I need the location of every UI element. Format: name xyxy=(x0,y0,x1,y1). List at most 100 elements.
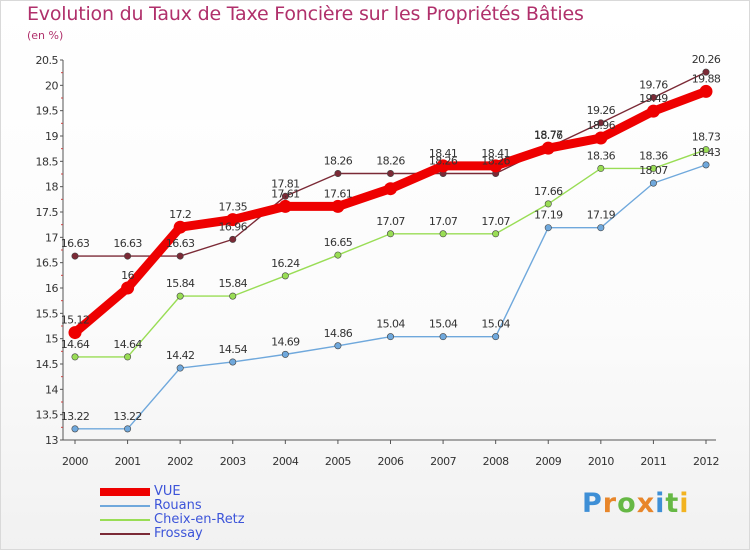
data-point-rouans xyxy=(544,224,552,232)
data-point-rouans xyxy=(649,179,657,187)
data-label-rouans: 15.04 xyxy=(429,318,458,331)
series-line-rouans xyxy=(74,164,707,430)
y-tick-label: 17 xyxy=(45,231,58,244)
y-tick-label: 13 xyxy=(45,434,58,447)
data-label-rouans: 17.19 xyxy=(534,209,563,222)
data-point-vue xyxy=(541,141,555,155)
data-point-vue xyxy=(226,213,240,227)
data-label-rouans: 14.54 xyxy=(219,343,248,356)
data-label-rouans: 18.43 xyxy=(692,146,721,159)
legend-swatch-vue xyxy=(100,488,150,496)
data-point-rouans xyxy=(334,342,342,350)
data-point-vue xyxy=(594,131,608,145)
data-point-frossay xyxy=(71,252,79,260)
data-point-vue xyxy=(384,182,397,196)
data-label-vue: 17.35 xyxy=(219,201,248,214)
x-tick-label: 2005 xyxy=(325,455,351,468)
logo-letter: i xyxy=(679,488,690,519)
data-point-frossay xyxy=(597,119,605,127)
data-point-rouans xyxy=(439,333,447,341)
y-tick-label: 14 xyxy=(45,383,58,396)
data-label-rouans: 13.22 xyxy=(113,410,142,423)
data-label-vue: 17.2 xyxy=(169,208,191,221)
data-label-frossay: 18.26 xyxy=(429,154,458,167)
data-label-cheix-en-retz: 14.64 xyxy=(61,338,90,351)
data-point-cheix-en-retz xyxy=(176,292,184,300)
data-point-frossay xyxy=(124,252,132,260)
data-label-frossay: 19.26 xyxy=(587,104,616,117)
y-tick-label: 14.5 xyxy=(36,358,59,371)
x-tick-label: 2008 xyxy=(483,455,509,468)
logo-letter: r xyxy=(602,488,618,519)
data-label-cheix-en-retz: 17.07 xyxy=(376,215,405,228)
y-tick-label: 15 xyxy=(45,333,58,346)
data-label-frossay: 16.63 xyxy=(61,237,90,250)
data-point-rouans xyxy=(386,333,394,341)
x-tick-label: 2009 xyxy=(535,455,561,468)
y-tick-label: 19.5 xyxy=(36,105,59,118)
data-label-rouans: 17.19 xyxy=(587,209,616,222)
data-label-rouans: 15.04 xyxy=(376,318,405,331)
y-tick-label: 18.5 xyxy=(36,155,59,168)
data-label-cheix-en-retz: 14.64 xyxy=(113,338,142,351)
x-tick-label: 2006 xyxy=(378,455,404,468)
data-point-rouans xyxy=(281,350,289,358)
data-point-frossay xyxy=(386,169,394,177)
data-label-rouans: 14.86 xyxy=(324,327,353,340)
data-point-vue xyxy=(68,326,82,340)
data-point-vue xyxy=(331,199,345,213)
x-tick-label: 2011 xyxy=(640,455,666,468)
data-point-cheix-en-retz xyxy=(702,146,710,154)
data-point-cheix-en-retz xyxy=(386,230,394,238)
data-point-cheix-en-retz xyxy=(71,353,79,361)
x-tick-label: 2012 xyxy=(693,455,719,468)
x-tick-label: 2002 xyxy=(167,455,193,468)
data-point-rouans xyxy=(597,224,605,232)
data-label-frossay: 17.81 xyxy=(271,177,300,190)
x-tick-label: 2003 xyxy=(220,455,246,468)
legend-swatch-rouans xyxy=(100,505,150,507)
data-label-cheix-en-retz: 18.36 xyxy=(587,149,616,162)
data-point-rouans xyxy=(702,161,710,169)
data-point-vue xyxy=(436,159,450,173)
y-tick-label: 17.5 xyxy=(36,206,59,219)
data-point-vue xyxy=(121,281,135,295)
data-label-frossay: 20.26 xyxy=(692,53,721,66)
data-point-cheix-en-retz xyxy=(597,164,605,172)
data-label-cheix-en-retz: 16.65 xyxy=(324,236,353,249)
data-point-rouans xyxy=(229,358,237,366)
data-label-cheix-en-retz: 18.73 xyxy=(692,131,721,144)
y-tick-label: 20 xyxy=(45,79,58,92)
proxiti-logo: Proxiti xyxy=(582,488,690,519)
x-tick-label: 2001 xyxy=(115,455,141,468)
data-label-vue: 19.49 xyxy=(639,92,668,105)
y-tick-label: 18 xyxy=(45,181,58,194)
data-label-vue: 19.88 xyxy=(692,72,721,85)
data-label-frossay: 16.96 xyxy=(219,220,248,233)
data-label-frossay: 16.63 xyxy=(166,237,195,250)
data-label-vue: 15.12 xyxy=(61,314,90,327)
data-point-cheix-en-retz xyxy=(544,200,552,208)
data-point-rouans xyxy=(492,333,500,341)
legend-swatch-cheix xyxy=(100,519,150,521)
chart-subtitle: (en %) xyxy=(27,29,64,42)
x-tick-label: 2004 xyxy=(272,455,298,468)
data-label-cheix-en-retz: 17.07 xyxy=(429,215,458,228)
data-point-rouans xyxy=(71,425,79,433)
data-label-vue: 16 xyxy=(121,269,134,282)
data-label-vue: 18.41 xyxy=(481,147,510,160)
logo-letter: x xyxy=(636,488,656,519)
data-point-frossay xyxy=(334,169,342,177)
data-label-frossay: 18.26 xyxy=(376,154,405,167)
data-point-rouans xyxy=(124,425,132,433)
data-label-cheix-en-retz: 18.36 xyxy=(639,149,668,162)
y-tick-label: 13.5 xyxy=(36,409,59,422)
y-tick-label: 15.5 xyxy=(36,307,59,320)
logo-letter: t xyxy=(665,488,680,519)
data-point-vue xyxy=(699,84,713,98)
legend-label-frossay: Frossay xyxy=(154,526,203,541)
data-label-rouans: 15.04 xyxy=(481,318,510,331)
data-point-rouans xyxy=(176,364,184,372)
data-label-frossay: 18.77 xyxy=(534,129,563,142)
